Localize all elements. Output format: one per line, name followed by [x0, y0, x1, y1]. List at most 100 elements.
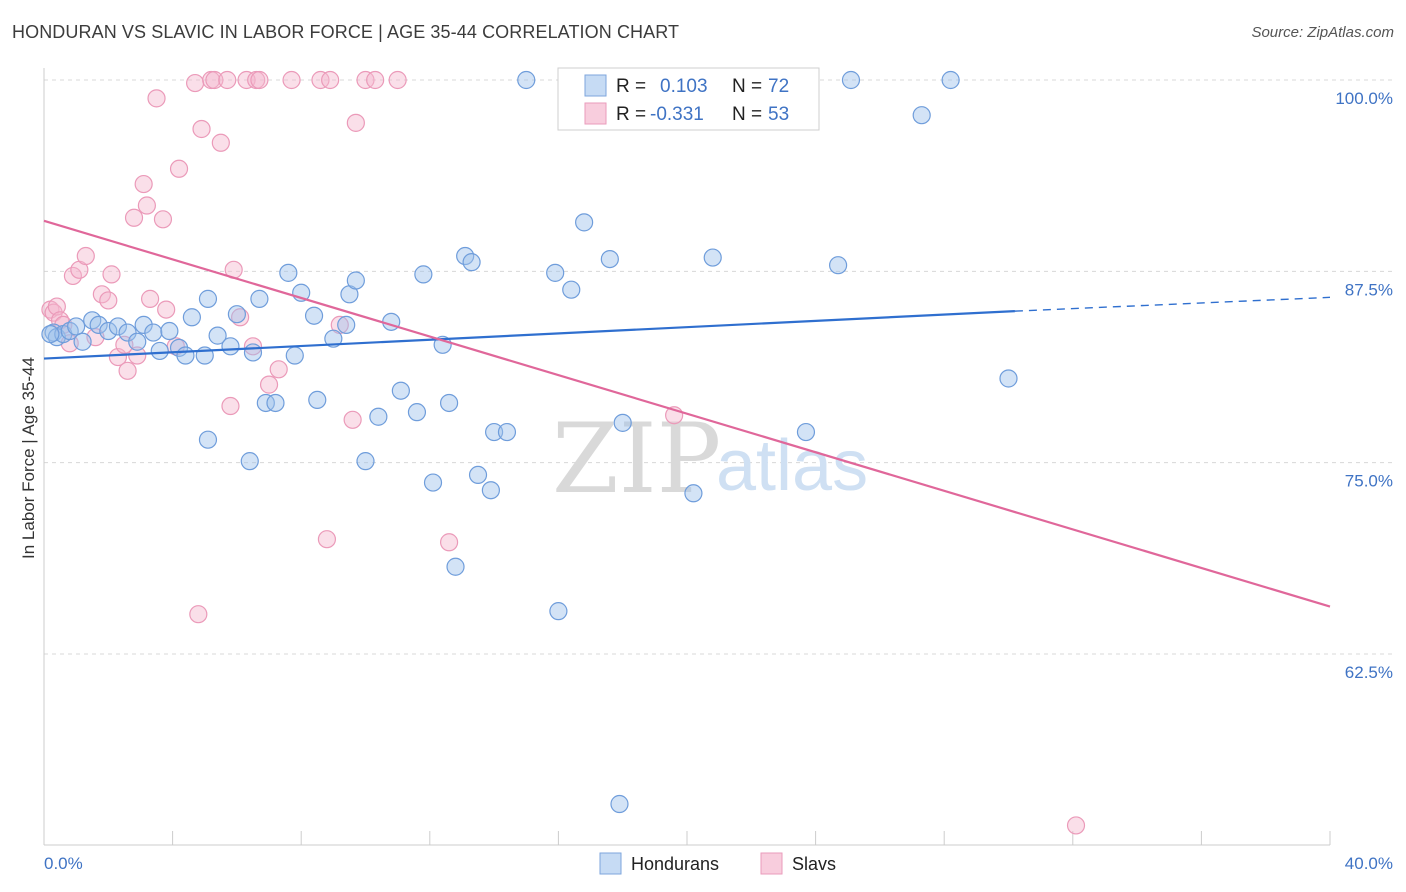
bottom-legend: Hondurans Slavs [599, 852, 836, 875]
bottom-legend-label-hondurans: Hondurans [631, 854, 719, 874]
honduran-point [108, 317, 128, 336]
legend-r-label-slavs: R = [616, 104, 646, 125]
slav-point [140, 289, 160, 308]
slav-point [237, 70, 256, 90]
legend-n-label-hondurans: N = [732, 76, 762, 97]
slav-point [218, 70, 237, 90]
legend-n-label-slavs: N = [732, 104, 762, 125]
bottom-legend-label-slavs: Slavs [792, 854, 836, 874]
honduran-point [829, 256, 848, 275]
honduran-point [89, 315, 108, 335]
slav-point [269, 360, 288, 379]
honduran-point [462, 253, 481, 272]
honduran-point [221, 337, 240, 356]
slav-point [366, 70, 385, 90]
honduran-point [67, 317, 86, 336]
hondurans-points [41, 70, 1018, 814]
honduran-point [279, 263, 298, 282]
honduran-point [485, 422, 504, 442]
slav-point [205, 70, 224, 90]
slavs-trend-line [43, 219, 1331, 608]
honduran-point [243, 343, 263, 362]
honduran-point [118, 323, 137, 342]
honduran-point [941, 70, 960, 90]
bottom-legend-swatch-slavs [760, 852, 783, 875]
slav-point [137, 196, 156, 215]
honduran-point [497, 422, 517, 442]
honduran-point [176, 346, 195, 365]
legend-n-value-hondurans: 72 [768, 76, 789, 97]
slav-point [124, 208, 144, 227]
slav-point [388, 70, 407, 90]
y-tick-label: 62.5% [1345, 663, 1393, 682]
grid [44, 79, 1393, 655]
honduran-point [549, 602, 568, 621]
slav-point [221, 396, 240, 416]
trend-lines [43, 219, 1331, 608]
honduran-point [481, 481, 500, 500]
slav-point [282, 70, 301, 90]
legend-n-value-slavs: 53 [768, 104, 789, 125]
y-tick-label: 87.5% [1345, 280, 1393, 299]
legend-r-label-hondurans: R = [616, 76, 646, 97]
hondurans-trend-line [43, 310, 1015, 360]
honduran-point [150, 341, 169, 361]
x-tick-label-max: 40.0% [1345, 854, 1393, 873]
hondurans-trend-extension [1014, 296, 1331, 312]
x-ticks [43, 831, 1331, 845]
slav-point [317, 530, 337, 549]
slav-point [192, 119, 211, 139]
y-tick-label: 75.0% [1345, 472, 1393, 491]
y-axis-label: In Labor Force | Age 35-44 [19, 357, 38, 559]
honduran-point [73, 332, 92, 351]
legend-r-value-hondurans: 0.103 [660, 76, 708, 97]
honduran-point [446, 557, 465, 576]
honduran-point [304, 306, 324, 325]
honduran-point [999, 369, 1018, 388]
slav-point [169, 159, 189, 178]
slavs-points [41, 70, 1086, 835]
slav-point [153, 210, 173, 229]
honduran-point [439, 393, 459, 413]
honduran-point [369, 407, 388, 426]
honduran-point [600, 249, 619, 269]
honduran-point [256, 393, 275, 413]
slav-point [186, 73, 205, 93]
honduran-point [128, 332, 147, 351]
slav-point [250, 70, 269, 90]
honduran-point [912, 106, 931, 125]
y-tick-label: 100.0% [1335, 89, 1393, 108]
honduran-point [796, 422, 816, 442]
honduran-point [60, 321, 79, 341]
chart-title: HONDURAN VS SLAVIC IN LABOR FORCE | AGE … [12, 22, 680, 42]
honduran-point [423, 473, 443, 492]
honduran-point [144, 323, 163, 342]
honduran-point [227, 305, 246, 324]
slav-point [157, 300, 176, 319]
legend-r-value-slavs: -0.331 [650, 104, 704, 125]
honduran-point [240, 452, 259, 471]
honduran-point [324, 329, 343, 348]
bottom-legend-swatch-hondurans [599, 852, 622, 875]
slav-point [118, 361, 137, 380]
slav-point [343, 410, 362, 429]
honduran-point [414, 265, 433, 284]
watermark-zip: ZIP [552, 403, 721, 515]
slav-point [47, 297, 66, 316]
honduran-point [613, 413, 632, 432]
honduran-point [575, 213, 594, 232]
source-credit: Source: ZipAtlas.com [1251, 24, 1394, 41]
honduran-point [99, 321, 118, 341]
legend: R = 0.103 N = 72 R = -0.331 N = 53 [557, 67, 820, 131]
watermark-atlas: atlas [716, 426, 868, 506]
slav-point [189, 605, 208, 624]
x-tick-label-min: 0.0% [44, 854, 83, 873]
honduran-point [208, 326, 227, 345]
slav-point [231, 308, 250, 327]
honduran-point [337, 315, 356, 335]
legend-swatch-slavs [584, 102, 607, 125]
honduran-point [250, 289, 269, 308]
slav-point [134, 174, 153, 194]
honduran-point [134, 315, 153, 335]
